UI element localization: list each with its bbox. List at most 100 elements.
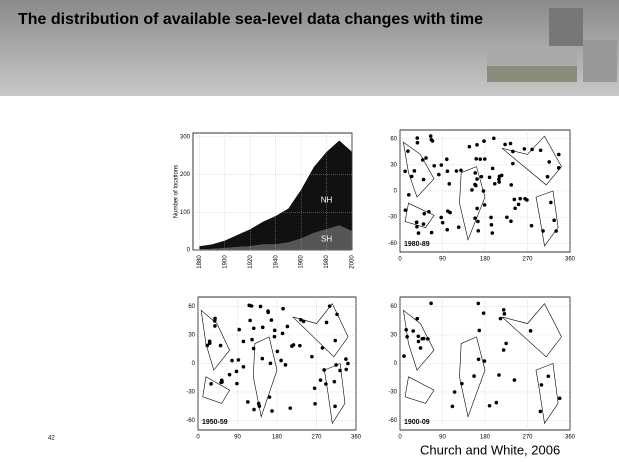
- station-dot: [459, 168, 463, 173]
- station-dot: [475, 206, 479, 211]
- map-label: 1900-09: [404, 419, 430, 426]
- station-dot: [538, 409, 543, 414]
- station-dot: [285, 324, 290, 329]
- station-dot: [472, 374, 476, 378]
- x-tick-label: 360: [565, 435, 576, 441]
- x-tick-label: 1880: [197, 255, 203, 269]
- station-dot: [219, 378, 224, 383]
- x-tick-label: 0: [196, 435, 200, 441]
- x-tick-label: 0: [398, 257, 402, 263]
- station-dot: [266, 310, 270, 315]
- station-dot: [421, 222, 426, 226]
- y-tick-label: 60: [390, 136, 397, 142]
- station-dot: [505, 215, 509, 220]
- station-dot: [549, 200, 553, 205]
- coastline: [501, 135, 562, 186]
- station-dot: [481, 311, 486, 315]
- y-tick-label: 60: [390, 304, 397, 310]
- station-dot: [482, 139, 486, 143]
- station-dot: [429, 230, 434, 235]
- station-dot: [416, 339, 421, 344]
- station-dot: [445, 227, 450, 232]
- y-tick-label: -30: [186, 390, 195, 396]
- y-tick-label: 300: [180, 134, 191, 140]
- station-dot: [528, 329, 533, 333]
- station-dot: [460, 381, 464, 386]
- map-label: 1950-59: [202, 419, 228, 426]
- station-dot: [213, 324, 217, 328]
- x-tick-label: 1920: [248, 255, 254, 269]
- station-dot: [322, 368, 326, 372]
- station-dot: [482, 157, 487, 161]
- station-dot: [338, 368, 342, 373]
- station-dot: [260, 356, 265, 361]
- coastline: [252, 336, 278, 418]
- station-dot: [427, 209, 431, 214]
- y-tick-label: -60: [388, 241, 397, 247]
- station-dot: [404, 327, 408, 332]
- station-dot: [250, 337, 254, 342]
- station-dot: [513, 206, 517, 211]
- station-dot: [313, 401, 317, 406]
- station-dot: [497, 177, 501, 182]
- y-axis-label: Number of locations: [174, 165, 180, 218]
- x-tick-label: 180: [480, 435, 491, 441]
- x-tick-label: 1960: [299, 255, 305, 269]
- station-dot: [545, 174, 550, 179]
- station-dot: [241, 365, 246, 369]
- station-dot: [218, 343, 223, 348]
- station-dot: [502, 312, 507, 316]
- station-dot: [421, 177, 426, 182]
- station-dot: [476, 301, 481, 306]
- station-dot: [503, 142, 507, 147]
- station-dot: [509, 183, 514, 187]
- station-dot: [511, 161, 515, 166]
- station-dot: [403, 208, 408, 212]
- x-tick-label: 1900: [222, 255, 228, 269]
- y-tick-label: -60: [186, 418, 195, 424]
- station-dot: [416, 334, 421, 339]
- y-tick-label: 30: [390, 333, 397, 339]
- station-dot: [418, 346, 423, 350]
- station-dot: [414, 220, 419, 225]
- station-dot: [556, 166, 561, 170]
- station-dot: [299, 317, 303, 322]
- header-photo: [487, 66, 577, 82]
- station-dot: [267, 395, 272, 399]
- x-tick-label: 0: [398, 435, 402, 441]
- station-dot: [497, 180, 501, 184]
- station-dot: [327, 304, 332, 308]
- y-tick-label: 0: [187, 248, 191, 254]
- y-tick-label: 0: [394, 361, 398, 367]
- station-dot: [422, 211, 427, 216]
- station-dot: [432, 163, 436, 168]
- station-dot: [409, 174, 414, 179]
- station-dot: [320, 346, 325, 350]
- y-tick-label: -60: [388, 418, 397, 424]
- station-dot: [499, 173, 504, 178]
- station-dot: [312, 386, 317, 391]
- station-dot: [279, 358, 283, 363]
- station-dot: [237, 327, 241, 332]
- station-dot: [489, 222, 494, 227]
- station-dot: [415, 316, 420, 321]
- station-dot: [251, 346, 256, 351]
- station-dot: [482, 203, 487, 207]
- station-dot: [490, 166, 495, 171]
- station-dot: [230, 358, 234, 363]
- station-dot: [406, 193, 411, 197]
- area-series: [199, 225, 352, 250]
- x-tick-label: 180: [480, 257, 491, 263]
- station-dot: [256, 401, 261, 406]
- station-dot: [207, 339, 212, 344]
- station-dot: [479, 174, 484, 179]
- station-dot: [450, 404, 455, 409]
- coastline: [404, 202, 435, 228]
- y-tick-label: 200: [180, 172, 191, 178]
- station-dot: [272, 334, 277, 339]
- coastline: [535, 363, 559, 425]
- station-dot: [477, 328, 482, 333]
- station-dot: [324, 320, 329, 325]
- station-dot: [280, 331, 285, 336]
- station-dot: [268, 361, 273, 366]
